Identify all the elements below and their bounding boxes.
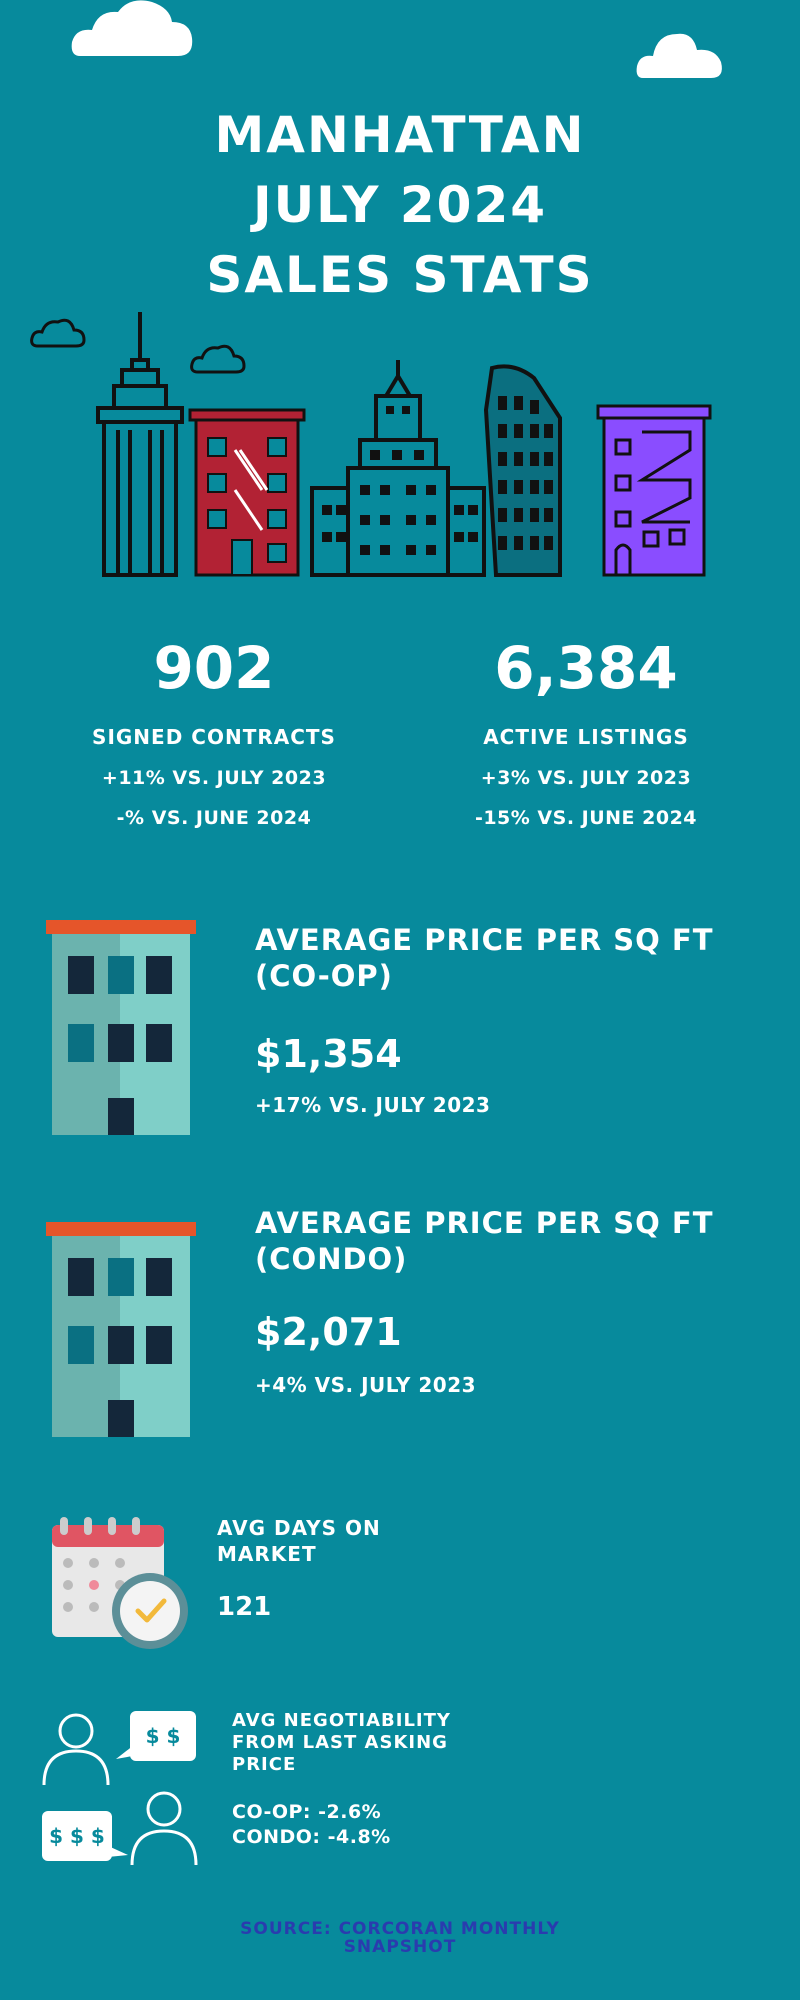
- condo-change: +4% VS. JULY 2023: [255, 1373, 477, 1397]
- negotiability-title-line: FROM LAST ASKING: [232, 1732, 448, 1753]
- negotiability-coop: CO-OP: -2.6%: [232, 1801, 382, 1823]
- negotiability-title: AVG NEGOTIABILITY FROM LAST ASKING PRICE: [232, 1710, 492, 1776]
- stat-signed-contracts: 902 SIGNED CONTRACTS +11% VS. JULY 2023 …: [44, 633, 384, 829]
- negotiability-condo: CONDO: -4.8%: [232, 1826, 391, 1848]
- building-icon: [46, 1222, 196, 1437]
- stat-mom: -% VS. JUNE 2024: [116, 807, 312, 829]
- calendar-clock-icon: [52, 1517, 188, 1649]
- page-title: MANHATTAN JULY 2024 SALES STATS: [0, 100, 800, 310]
- negotiability-title-line: AVG NEGOTIABILITY: [232, 1710, 451, 1731]
- condo-title-line: AVERAGE PRICE PER SQ FT: [255, 1206, 714, 1240]
- stat-mom: -15% VS. JUNE 2024: [474, 807, 698, 829]
- brick-building-icon: [188, 408, 306, 577]
- title-line: MANHATTAN: [214, 106, 586, 164]
- coop-change: +17% VS. JULY 2023: [255, 1093, 491, 1117]
- condo-title-line: (CONDO): [255, 1242, 408, 1276]
- stat-yoy: +11% VS. JULY 2023: [101, 767, 327, 789]
- stat-label: ACTIVE LISTINGS: [483, 725, 689, 749]
- condo-title: AVERAGE PRICE PER SQ FT (CONDO): [255, 1205, 775, 1277]
- building-icon: [46, 920, 196, 1135]
- stat-yoy: +3% VS. JULY 2023: [480, 767, 692, 789]
- purple-building-icon: [596, 404, 712, 577]
- condo-price: $2,071: [255, 1310, 402, 1354]
- stat-label: SIGNED CONTRACTS: [92, 725, 336, 749]
- days-title: AVG DAYS ON MARKET: [217, 1515, 381, 1567]
- cloud-icon: [30, 318, 86, 348]
- stat-active-listings: 6,384 ACTIVE LISTINGS +3% VS. JULY 2023 …: [416, 633, 756, 829]
- cloud-icon: [71, 0, 193, 56]
- negotiability-title-line: PRICE: [232, 1754, 297, 1775]
- speech-bubble-icon: [116, 1711, 196, 1761]
- cloud-icon: [190, 344, 246, 374]
- bubble-dollar-text: $ $: [145, 1724, 181, 1748]
- coop-price: $1,354: [255, 1032, 402, 1076]
- stat-value: 6,384: [494, 634, 678, 702]
- days-value: 121: [217, 1592, 272, 1622]
- bubble-dollar-text: $ $ $: [49, 1824, 105, 1848]
- skyline-illustration: [30, 312, 712, 577]
- source-line: SNAPSHOT: [343, 1937, 457, 1957]
- empire-state-icon: [96, 312, 184, 577]
- speech-bubble-icon: [42, 1811, 128, 1861]
- title-line: JULY 2024: [252, 176, 548, 234]
- coop-title-line: AVERAGE PRICE PER SQ FT: [255, 923, 714, 957]
- skyscraper-icon: [310, 360, 486, 577]
- coop-title: AVERAGE PRICE PER SQ FT (CO-OP): [255, 922, 775, 994]
- cloud-icon: [636, 33, 722, 78]
- person-icon: [42, 1713, 110, 1786]
- source-line: SOURCE: CORCORAN MONTHLY: [240, 1919, 560, 1939]
- flatiron-icon: [483, 364, 562, 577]
- stat-value: 902: [153, 634, 275, 702]
- coop-title-line: (CO-OP): [255, 959, 393, 993]
- person-icon: [130, 1791, 198, 1866]
- title-line: SALES STATS: [206, 246, 594, 304]
- source-note: SOURCE: CORCORAN MONTHLY SNAPSHOT: [200, 1920, 600, 1956]
- days-title-line: MARKET: [217, 1542, 317, 1566]
- days-title-line: AVG DAYS ON: [217, 1516, 381, 1540]
- negotiation-illustration: [42, 1711, 198, 1866]
